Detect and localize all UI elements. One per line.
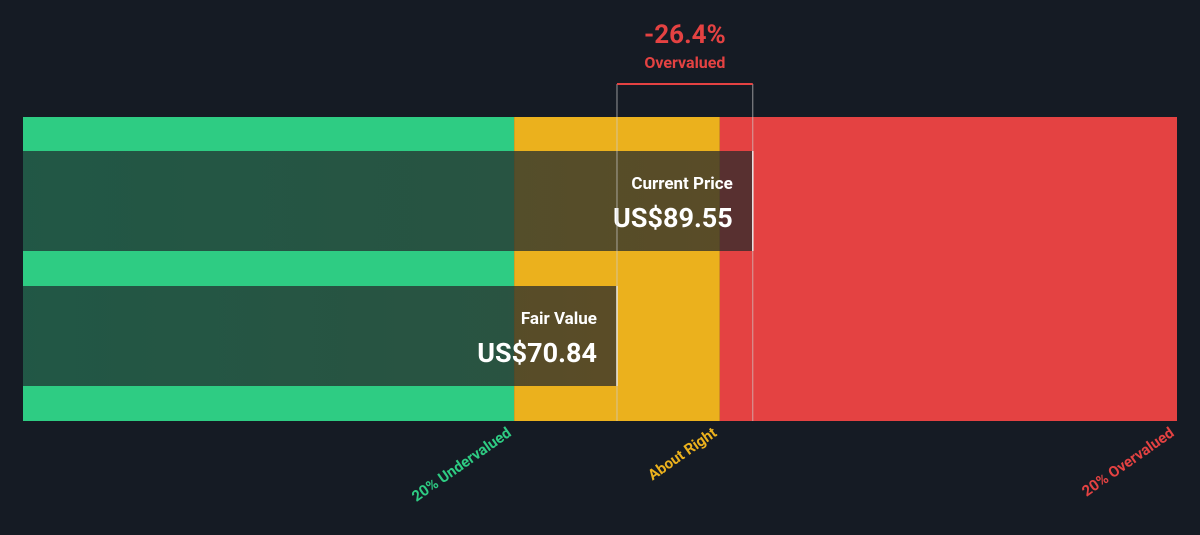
- difference-label: -26.4%: [644, 20, 726, 50]
- value-bar: [23, 286, 617, 386]
- zone-label: About Right: [644, 424, 720, 485]
- bar-value: US$70.84: [477, 337, 597, 369]
- bar-title: Fair Value: [521, 309, 597, 329]
- zone-label: 20% Undervalued: [408, 424, 514, 506]
- difference-text: Overvalued: [644, 53, 725, 72]
- zone-label: 20% Overvalued: [1078, 424, 1177, 501]
- zone: [719, 117, 1177, 421]
- bar-title: Current Price: [631, 174, 732, 194]
- bar-value: US$89.55: [613, 202, 733, 234]
- value-bar: [23, 151, 753, 251]
